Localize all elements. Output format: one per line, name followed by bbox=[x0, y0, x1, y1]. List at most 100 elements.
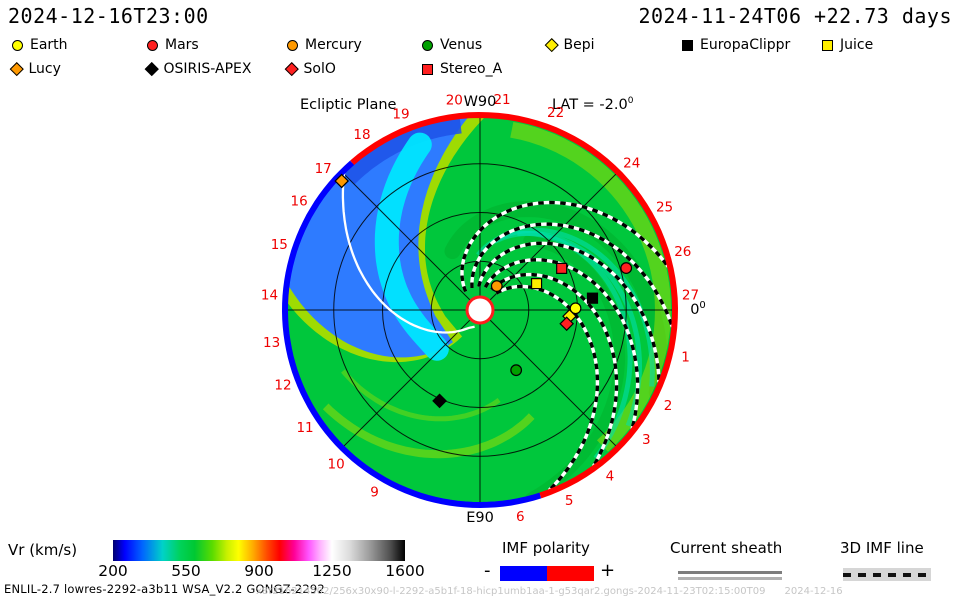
venus-symbol bbox=[422, 39, 433, 51]
ring-number: 15 bbox=[271, 237, 288, 253]
marker-juice bbox=[530, 278, 543, 290]
ring-number: 22 bbox=[547, 105, 564, 121]
heliosphere-polar-plot: 20 21191817161514131211109222425262712345… bbox=[261, 92, 706, 526]
ring-number: 12 bbox=[274, 378, 291, 394]
lat-degree-sup: 0 bbox=[627, 96, 634, 106]
legend-item-solo: SolO bbox=[285, 61, 422, 77]
ring-number: 21 bbox=[493, 92, 510, 108]
simulation-time: 2024-12-16T23:00 bbox=[8, 4, 209, 28]
axis-label-0: 00 bbox=[690, 300, 706, 318]
ring-number: 3 bbox=[642, 432, 651, 448]
earth-symbol bbox=[12, 39, 23, 51]
legend-item-mercury: Mercury bbox=[287, 37, 422, 53]
legend-label: SolO bbox=[303, 61, 336, 77]
imf-polarity-label: IMF polarity bbox=[502, 539, 590, 557]
marker-mars bbox=[620, 262, 633, 274]
legend-item-europaclipper: EuropaClippr bbox=[682, 37, 822, 53]
axis-label-w90: W90 bbox=[464, 94, 497, 110]
solo-symbol bbox=[285, 62, 299, 76]
ring-number: 17 bbox=[315, 161, 332, 177]
ring-number: 16 bbox=[291, 193, 308, 209]
legend-label: Mars bbox=[165, 37, 199, 53]
imf3d-label: 3D IMF line bbox=[840, 539, 924, 557]
colorbar-tick: 1600 bbox=[385, 562, 425, 580]
ring-labels: 20 21191817161514131211109222425262712345… bbox=[261, 92, 706, 526]
legend-label: Stereo_A bbox=[440, 61, 503, 77]
marker-mercury bbox=[490, 280, 503, 292]
colorbar-tick: 200 bbox=[98, 562, 128, 580]
ring-number: 2 bbox=[664, 398, 673, 414]
legend-label: Venus bbox=[440, 37, 483, 53]
marker-europaclippr bbox=[586, 292, 599, 304]
vr-colorbar bbox=[113, 540, 405, 561]
polarity-negative-swatch bbox=[500, 566, 547, 581]
start-time-offset: 2024-11-24T06 +22.73 days bbox=[638, 4, 952, 28]
ring-number: 25 bbox=[656, 200, 673, 216]
lat-label: LAT = -2.00 bbox=[552, 96, 633, 113]
model-version-line: ENLIL-2.7 lowres-2292-a3b11 WSA_V2.2 GON… bbox=[4, 582, 325, 596]
object-markers bbox=[334, 173, 633, 409]
colorbar-tick: 900 bbox=[244, 562, 274, 580]
ring-number: 4 bbox=[606, 468, 615, 484]
legend-row-1: Earth Mars Mercury Venus Bepi EuropaClip… bbox=[0, 37, 960, 53]
osiris-apex-symbol bbox=[145, 62, 159, 76]
ring-number: 9 bbox=[370, 485, 379, 501]
axis-label-e90: E90 bbox=[466, 510, 494, 526]
ring-number: 20 bbox=[446, 93, 463, 109]
legend-item-venus: Venus bbox=[422, 37, 547, 53]
current-sheath-label: Current sheath bbox=[670, 539, 783, 557]
europaclipper-symbol bbox=[682, 39, 693, 51]
marker-venus bbox=[510, 364, 523, 377]
juice-symbol bbox=[822, 39, 833, 51]
ring-number: 5 bbox=[565, 493, 574, 509]
ring-number: 11 bbox=[296, 420, 313, 436]
mars-symbol bbox=[147, 39, 158, 51]
dashed-line-icon bbox=[843, 572, 931, 577]
stereo-a-symbol bbox=[422, 63, 433, 75]
ring-number: 10 bbox=[328, 456, 345, 472]
marker-stereo_a bbox=[556, 262, 568, 274]
ring-number: 18 bbox=[353, 127, 370, 143]
legend-item-earth: Earth bbox=[12, 37, 147, 53]
marker-osiris-apex bbox=[432, 393, 447, 409]
mercury-symbol bbox=[287, 39, 298, 51]
marker-earth bbox=[569, 302, 582, 315]
ring-number: 13 bbox=[263, 335, 280, 351]
colorbar-title: Vr (km/s) bbox=[8, 541, 78, 559]
imf-lines bbox=[460, 200, 674, 492]
colorbar-tick: 550 bbox=[171, 562, 201, 580]
marker-lucy bbox=[334, 173, 350, 189]
legend-label: Juice bbox=[840, 37, 874, 53]
ring-number: 24 bbox=[623, 155, 640, 171]
polar-grid bbox=[285, 115, 675, 505]
legend-item-mars: Mars bbox=[147, 37, 287, 53]
sheath-line-icon bbox=[678, 571, 782, 574]
current-sheet-line bbox=[341, 169, 475, 334]
polarity-minus-sign: - bbox=[484, 560, 491, 581]
legend-label: OSIRIS-APEX bbox=[163, 61, 252, 77]
lat-value: LAT = -2.0 bbox=[552, 96, 628, 113]
imf3d-swatch bbox=[843, 568, 931, 581]
legend-item-osiris-apex: OSIRIS-APEX bbox=[145, 61, 287, 77]
ring-number: 1 bbox=[681, 349, 690, 365]
plot-title: Ecliptic Plane bbox=[300, 97, 397, 113]
current-sheath-swatch bbox=[678, 571, 782, 580]
legend-label: EuropaClippr bbox=[700, 37, 791, 53]
legend-item-stereo-a: Stereo_A bbox=[422, 61, 547, 77]
polarity-positive-swatch bbox=[547, 566, 594, 581]
lucy-symbol bbox=[10, 62, 24, 76]
ring-number: 26 bbox=[674, 244, 691, 260]
ring-number: 14 bbox=[261, 287, 278, 303]
imf-polarity-swatch bbox=[500, 566, 594, 581]
ring-number: 6 bbox=[516, 509, 525, 525]
marker-solo bbox=[559, 316, 575, 332]
sheath-line-icon bbox=[678, 577, 782, 580]
domain-rim bbox=[281, 111, 679, 509]
legend-item-bepi: Bepi bbox=[545, 37, 682, 53]
colorbar-tick: 1250 bbox=[312, 562, 352, 580]
legend-item-lucy: Lucy bbox=[10, 61, 147, 77]
legend-label: Mercury bbox=[305, 37, 362, 53]
legend-row-2: Lucy OSIRIS-APEX SolO Stereo_A bbox=[0, 61, 960, 77]
legend-label: Lucy bbox=[28, 61, 61, 77]
legend-label: Bepi bbox=[563, 37, 595, 53]
